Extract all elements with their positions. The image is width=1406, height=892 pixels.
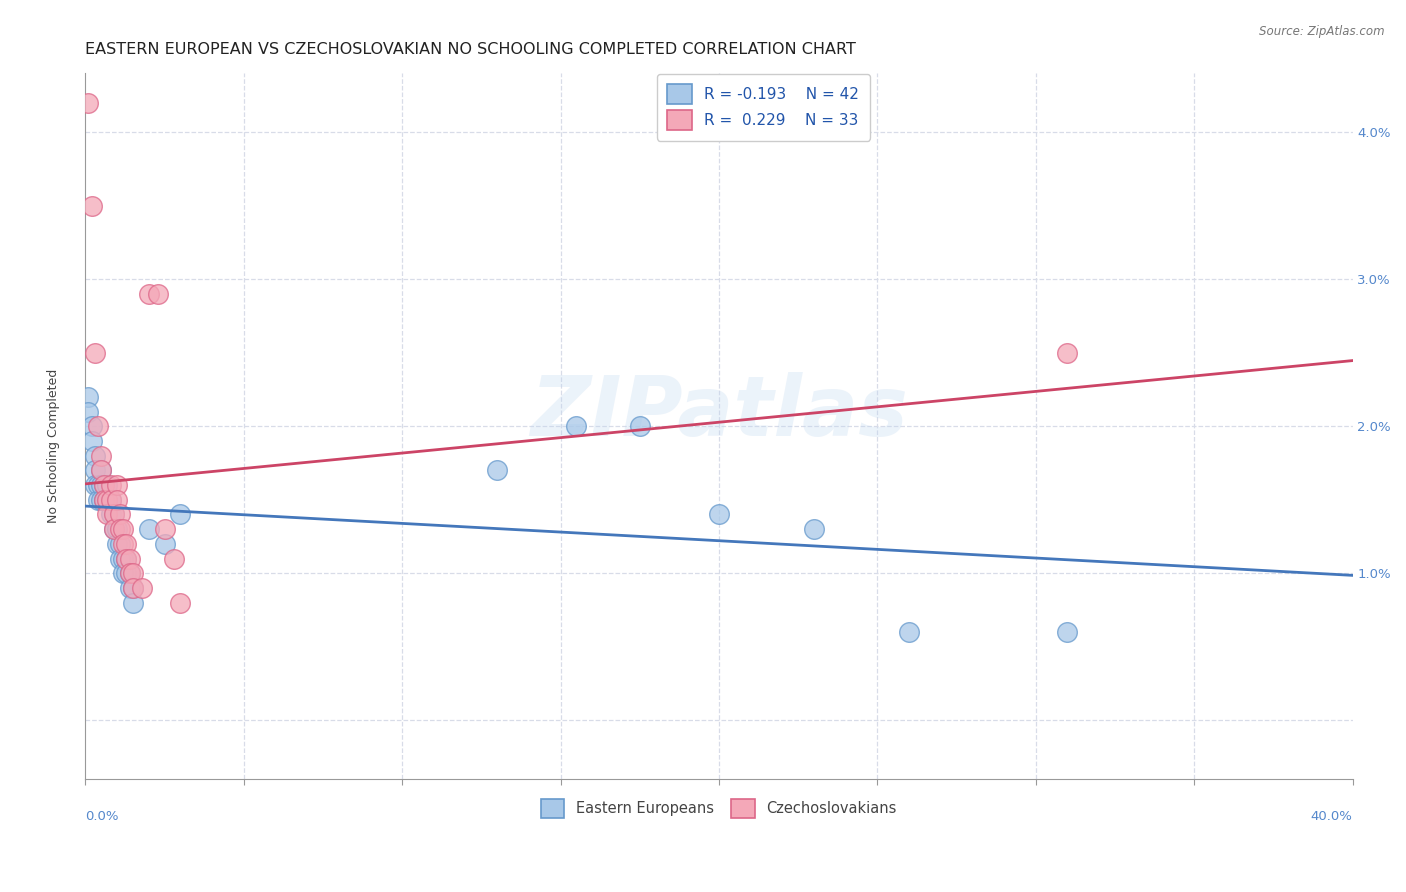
Point (103, 508, 125, 522)
Point (100, 492, 122, 507)
Point (118, 566, 141, 581)
Point (153, 537, 176, 551)
Point (108, 537, 131, 551)
Point (93, 492, 115, 507)
Point (115, 551, 138, 566)
Point (103, 522, 125, 536)
Point (121, 581, 143, 595)
Point (90, 449, 112, 463)
Point (138, 286, 160, 301)
Point (898, 625, 921, 640)
Point (169, 508, 191, 522)
Point (486, 463, 509, 477)
Point (565, 419, 588, 434)
Point (80, 419, 103, 434)
Point (1056, 345, 1078, 359)
Point (87, 478, 110, 492)
Point (105, 537, 128, 551)
Point (93, 478, 115, 492)
Point (169, 596, 191, 610)
Point (93, 478, 115, 492)
Point (121, 596, 143, 610)
Point (83, 449, 105, 463)
Point (118, 581, 141, 595)
Point (1056, 625, 1078, 640)
Point (115, 566, 138, 581)
Text: Source: ZipAtlas.com: Source: ZipAtlas.com (1260, 25, 1385, 38)
Legend: Eastern Europeans, Czechoslovakians: Eastern Europeans, Czechoslovakians (534, 791, 904, 825)
Point (131, 581, 153, 595)
Text: No Schooling Completed: No Schooling Completed (46, 369, 60, 523)
Point (105, 478, 128, 492)
Point (77, 390, 100, 404)
Text: 40.0%: 40.0% (1310, 810, 1353, 822)
Point (108, 522, 131, 536)
Point (153, 522, 176, 536)
Text: ZIPatlas: ZIPatlas (530, 372, 908, 452)
Point (118, 566, 141, 581)
Point (93, 492, 115, 507)
Point (118, 551, 141, 566)
Point (163, 551, 186, 566)
Point (90, 463, 112, 477)
Text: EASTERN EUROPEAN VS CZECHOSLOVAKIAN NO SCHOOLING COMPLETED CORRELATION CHART: EASTERN EUROPEAN VS CZECHOSLOVAKIAN NO S… (86, 42, 856, 57)
Point (80, 198, 103, 212)
Point (115, 537, 138, 551)
Point (87, 419, 110, 434)
Point (90, 478, 112, 492)
Point (112, 537, 135, 551)
Point (100, 478, 122, 492)
Point (100, 492, 122, 507)
Text: 0.0%: 0.0% (86, 810, 118, 822)
Point (108, 508, 131, 522)
Point (90, 492, 112, 507)
Point (112, 566, 135, 581)
Point (105, 492, 128, 507)
Point (146, 286, 169, 301)
Point (83, 345, 105, 359)
Point (121, 581, 143, 595)
Point (105, 522, 128, 536)
Point (80, 434, 103, 448)
Point (108, 551, 131, 566)
Point (96, 478, 118, 492)
Point (707, 508, 730, 522)
Point (112, 551, 135, 566)
Point (803, 522, 825, 536)
Point (103, 508, 125, 522)
Point (77, 404, 100, 418)
Point (115, 551, 138, 566)
Point (96, 492, 118, 507)
Point (100, 508, 122, 522)
Point (83, 478, 105, 492)
Point (77, 95, 100, 110)
Point (87, 492, 110, 507)
Point (103, 522, 125, 536)
Point (96, 508, 118, 522)
Point (96, 492, 118, 507)
Point (90, 463, 112, 477)
Point (628, 419, 651, 434)
Point (121, 566, 143, 581)
Point (83, 463, 105, 477)
Point (112, 522, 135, 536)
Point (138, 522, 160, 536)
